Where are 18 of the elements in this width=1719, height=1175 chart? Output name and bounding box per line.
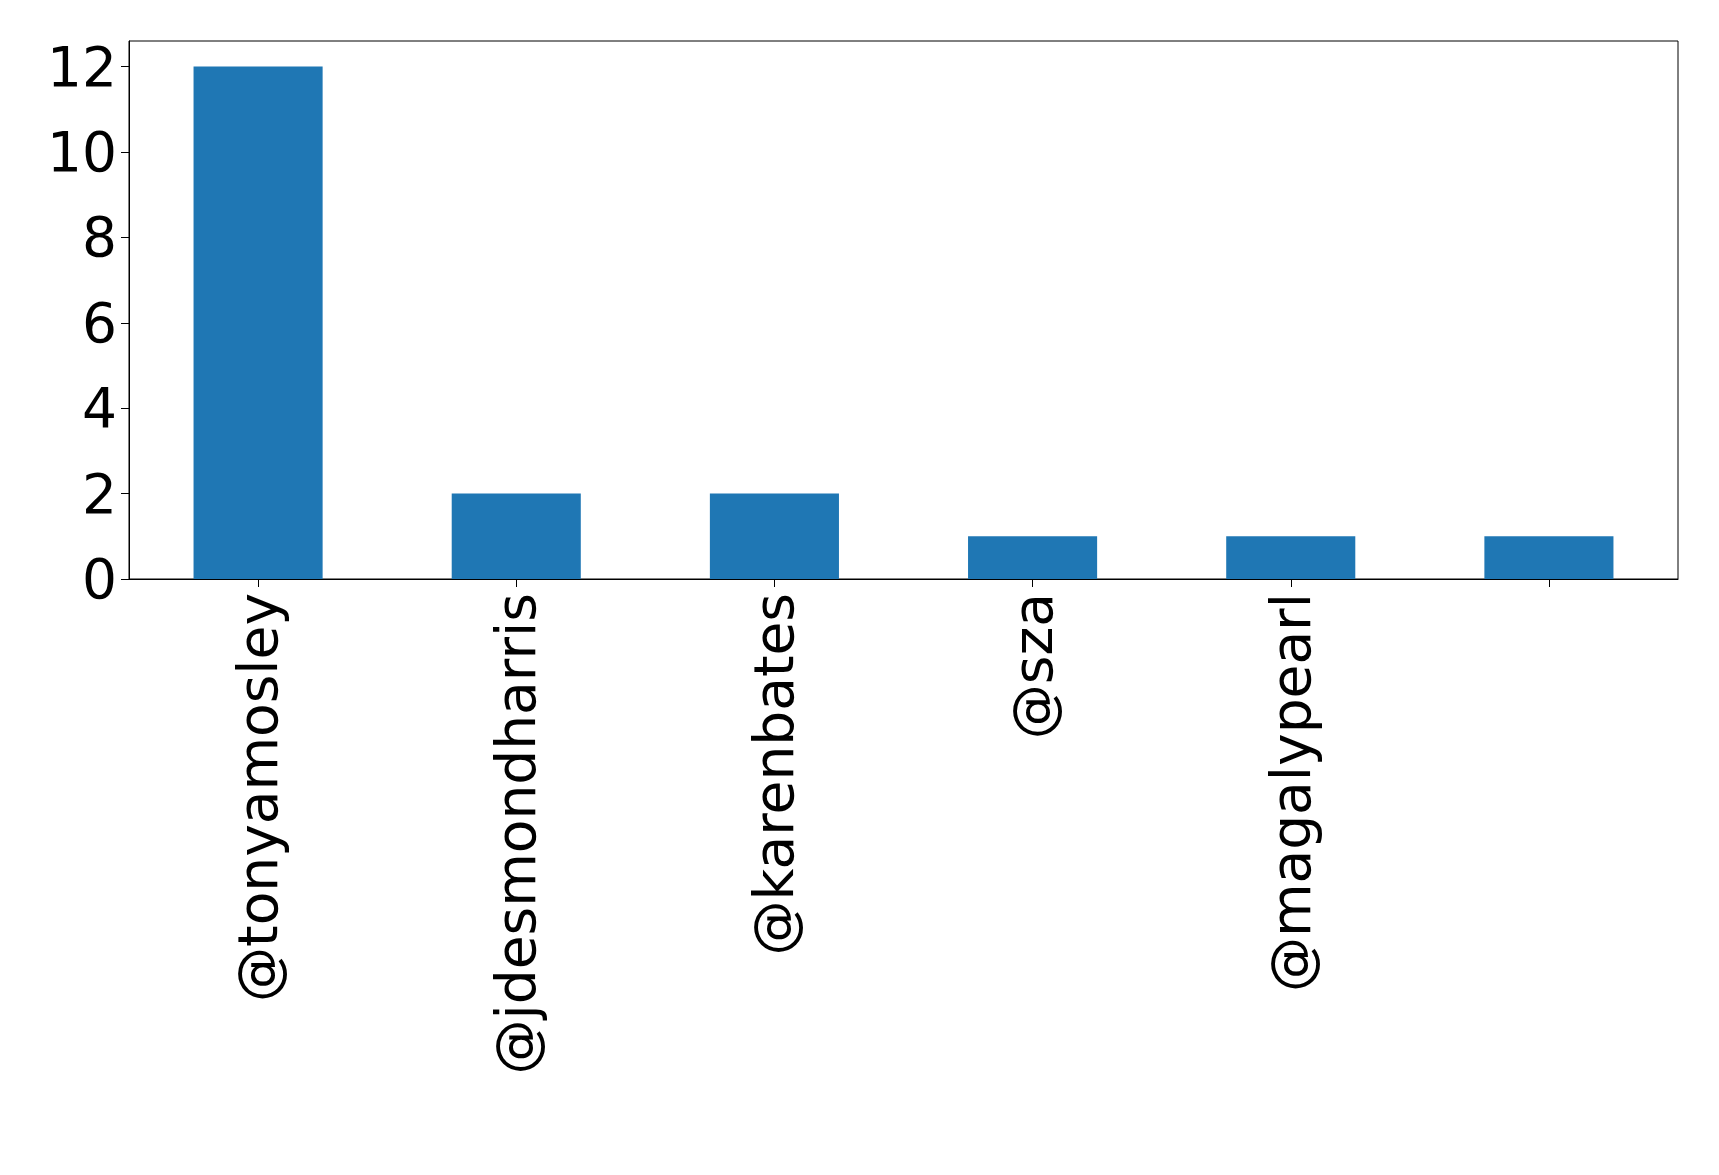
x-tick-label: @jdesmondharris (484, 593, 549, 1075)
x-tick-label: @karenbates (742, 593, 807, 956)
y-tick-label: 4 (82, 376, 117, 441)
bar (451, 493, 581, 579)
bar (1484, 536, 1614, 579)
bar (709, 493, 839, 579)
bar (193, 66, 323, 579)
bar (968, 536, 1098, 579)
bar (1226, 536, 1356, 579)
x-tick-label: @sza (1000, 593, 1065, 740)
y-tick-label: 6 (82, 290, 117, 355)
x-tick-label: @tonyamosley (226, 593, 291, 1002)
y-tick-label: 2 (82, 461, 117, 526)
x-tick-label: @magalypearl (1258, 593, 1323, 993)
y-tick-label: 8 (82, 205, 117, 270)
y-tick-label: 0 (82, 547, 117, 611)
y-tick-label: 10 (47, 120, 117, 185)
y-tick-label: 12 (47, 34, 117, 99)
